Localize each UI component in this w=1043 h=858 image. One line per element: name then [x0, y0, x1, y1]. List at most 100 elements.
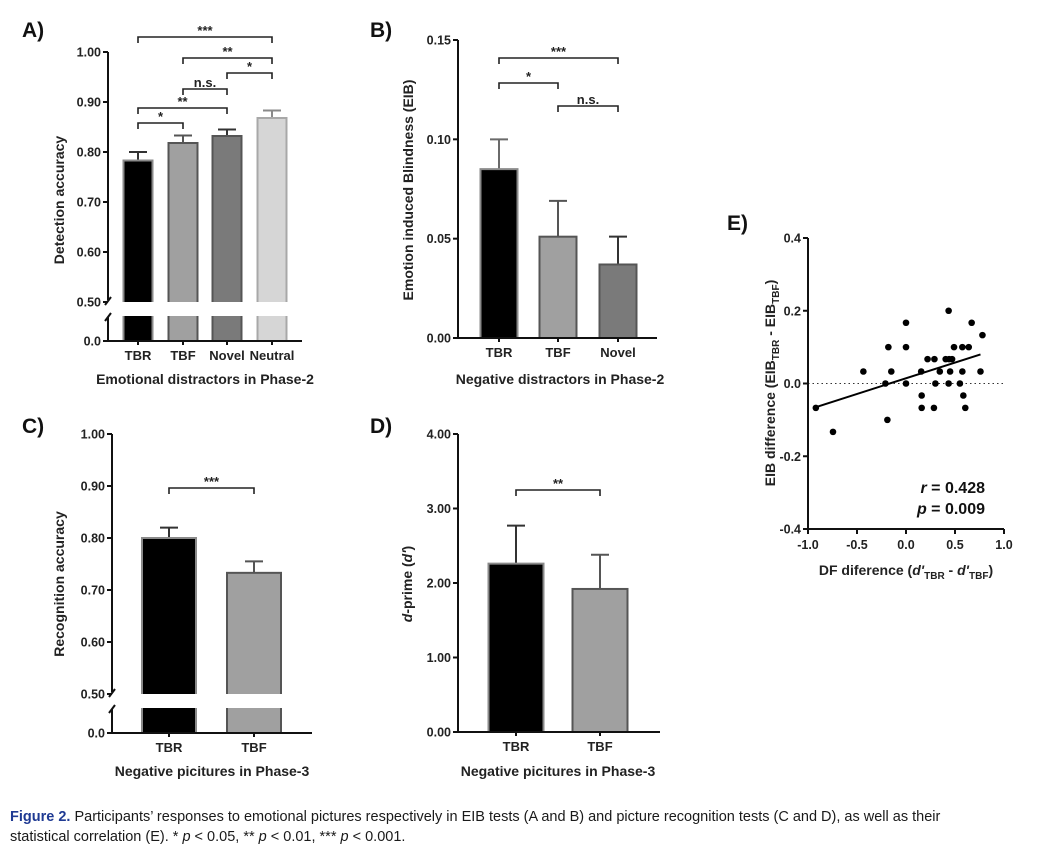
scatter-point	[917, 368, 925, 375]
significance-label: **	[177, 94, 188, 109]
bar-novel	[598, 263, 638, 340]
scatter-point	[960, 392, 967, 399]
scatter-point	[961, 404, 969, 412]
panel-d-letter: D)	[370, 415, 392, 438]
category-label-tbf: TBF	[545, 345, 570, 360]
scatter-point	[931, 355, 938, 363]
correlation-p: p = 0.009	[916, 501, 985, 518]
y-tick-label: 0.00	[427, 332, 451, 346]
y-tick-label: 0.0	[784, 377, 801, 391]
x-tick-label: 1.0	[995, 538, 1012, 552]
panel-a-y-label: Detection accuracy	[51, 136, 67, 265]
panel-e-x-label-end: )	[988, 562, 993, 578]
panel-e: E) 0.4 0.2 0.0 -0.2 -0.4-1.0 -0.5 0.0 0.5 1.0 EI…	[727, 212, 1013, 582]
panel-a: A) TBR TBF Novel Neutral 1.00 0.90 0.80 0.70 0.6…	[22, 19, 314, 387]
x-tick-label: 0.5	[946, 538, 963, 552]
correlation-r-symbol: r	[920, 480, 927, 497]
scatter-point	[902, 319, 910, 327]
significance-bracket	[226, 72, 273, 79]
correlation-p-symbol: p	[916, 501, 927, 518]
panel-d-y-label-end: )	[399, 546, 415, 551]
significance-bracket	[182, 88, 228, 95]
panel-e-x-label-sub-tbf: TBF	[969, 571, 988, 582]
y-tick-label: 0.60	[81, 636, 105, 650]
category-label-tbr: TBR	[125, 348, 152, 363]
significance-label: *	[247, 59, 253, 74]
panel-c-y-label: Recognition accuracy	[51, 511, 67, 657]
correlation-r: r = 0.428	[920, 480, 985, 497]
scatter-point	[959, 368, 966, 375]
scatter-point	[948, 355, 956, 363]
bar-tbf	[571, 587, 629, 734]
panel-d-y-label-prime: -prime (	[399, 562, 415, 614]
significance-label: *	[526, 69, 532, 84]
caption-p2: p	[258, 829, 267, 845]
y-tick-label: 0.80	[81, 532, 105, 546]
y-tick-label: 0.60	[77, 246, 101, 260]
panel-e-y-label-sub-tbr: TBR	[771, 339, 782, 360]
bar-tbr	[479, 168, 519, 339]
scatter-point	[979, 331, 986, 339]
panel-e-x-label-prefix: DF diference (	[819, 562, 913, 578]
panel-e-y-label: EIB difference (EIBTBR - EIBTBF)	[762, 280, 782, 487]
figure-caption: Figure 2. Participants’ responses to emo…	[10, 807, 1040, 847]
panel-e-y-label-mid: - EIB	[762, 304, 778, 340]
scatter-point	[860, 368, 867, 375]
y-tick-label: -0.4	[779, 523, 801, 537]
scatter-point	[968, 319, 975, 327]
y-tick-label: 0.50	[81, 688, 105, 702]
y-tick-label: 0.90	[81, 480, 105, 494]
scatter-point	[965, 343, 973, 351]
significance-bracket	[168, 487, 255, 494]
panel-d-y-label: d-prime (d')	[399, 546, 415, 622]
y-tick-label: 0.00	[427, 726, 451, 740]
significance-label: n.s.	[194, 75, 216, 90]
scatter-point	[946, 368, 954, 375]
panel-c-x-label: Negative picitures in Phase-3	[115, 763, 310, 779]
y-tick-label: 4.00	[427, 428, 451, 442]
axis-break-gap	[116, 694, 316, 708]
scatter-point	[945, 380, 952, 387]
y-tick-label: 0.10	[427, 133, 451, 147]
panel-e-x-label: DF diference (d'TBR - d'TBF)	[819, 562, 993, 582]
panel-c: C) TBR TBF1.000.900.800.700.600.500.0*** …	[22, 415, 316, 779]
panel-d-y-label-dprime: d'	[399, 550, 415, 563]
scatter-point	[918, 404, 925, 412]
y-tick-label: 0.0	[84, 335, 101, 349]
scatter-point	[936, 368, 944, 375]
scatter-point	[902, 343, 910, 351]
y-tick-label: 1.00	[77, 46, 101, 60]
caption-line-2: statistical correlation (E). *	[10, 829, 183, 845]
scatter-point	[945, 307, 952, 315]
significance-bracket	[498, 57, 619, 64]
x-tick-label: -1.0	[797, 538, 819, 552]
y-tick-label: 0.80	[77, 146, 101, 160]
scatter-point	[829, 428, 837, 436]
y-tick-label: 1.00	[427, 651, 451, 665]
bar-tbr	[487, 562, 545, 733]
panel-e-letter: E)	[727, 212, 748, 235]
significance-bracket	[137, 36, 273, 43]
scatter-point	[888, 368, 895, 375]
scatter-point	[930, 404, 938, 412]
significance-bracket	[137, 122, 184, 129]
significance-label: n.s.	[577, 92, 599, 107]
panel-d-x-label: Negative picitures in Phase-3	[461, 763, 656, 779]
caption-line-1: Participants’ responses to emotional pic…	[70, 809, 941, 825]
figure-2: A) TBR TBF Novel Neutral 1.00 0.90 0.80 0.70 0.6…	[22, 19, 1013, 779]
figure-label: Figure 2.	[10, 809, 71, 825]
panel-b-x-label: Negative distractors in Phase-2	[456, 371, 665, 387]
panel-d-y-label-d: d	[399, 613, 415, 622]
panel-d: D) TBR TBF 4.00 3.00 2.00 1.00 0.00 ** d-prime …	[370, 415, 660, 779]
caption-p3: p	[340, 829, 349, 845]
panel-e-x-label-d2: d'	[957, 562, 970, 578]
panel-e-y-label-end: )	[762, 280, 778, 285]
scatter-point	[918, 392, 925, 399]
y-tick-label: 0.90	[77, 96, 101, 110]
panel-e-x-label-mid: -	[945, 562, 957, 578]
category-label-tbr: TBR	[156, 740, 183, 755]
axis-break-gap	[112, 302, 306, 316]
category-label-neutral: Neutral	[250, 348, 295, 363]
y-tick-label: 0.05	[427, 232, 451, 246]
